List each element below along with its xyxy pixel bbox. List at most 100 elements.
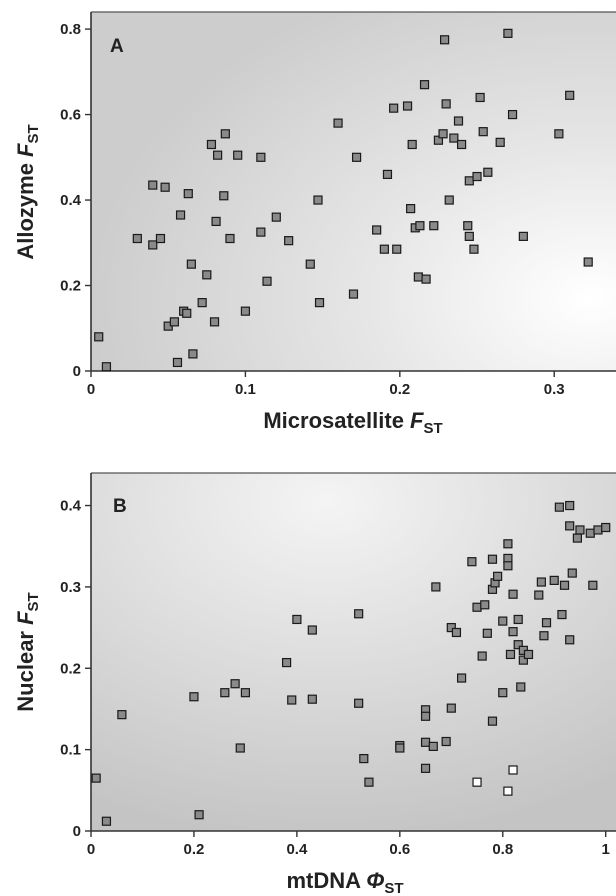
panel-b-point (240, 688, 251, 698)
panel-a-point (175, 210, 186, 220)
panel-b-point (194, 810, 204, 820)
panel-b-point (505, 649, 516, 660)
panel-b-x-tick-label: 0 (87, 841, 95, 858)
panel-a-point (475, 92, 485, 103)
panel-a-y-axis-title-main: Allozyme (13, 157, 38, 260)
panel-b-point (230, 679, 240, 689)
panel-a-point (583, 257, 593, 267)
panel-a-point (182, 308, 192, 318)
panel-a-point (148, 180, 158, 190)
panel-b-points (91, 500, 611, 826)
panel-a-ticks: 0 0.1 0.2 0.3 0 0.2 0.4 0.6 0.8 (60, 21, 565, 398)
panel-a-point (206, 139, 217, 150)
panel-a-label: A (110, 36, 124, 57)
panel-a-point (209, 317, 220, 327)
panel-b-point (307, 625, 317, 635)
panel-a-point (456, 139, 467, 150)
panel-b-point (588, 580, 598, 590)
panel-a-point (197, 298, 207, 308)
panel-b-point (572, 533, 582, 543)
panel-a-point (413, 272, 423, 282)
panel-b-point (516, 682, 526, 692)
panel-a-point (305, 259, 315, 269)
panel-a-x-tick-label: 0.1 (235, 381, 256, 398)
panel-a-y-tick-label: 0.6 (60, 107, 81, 124)
panel-b-point (567, 568, 577, 578)
panel-b-point (281, 657, 292, 668)
panel-a-x-tick-label: 0.2 (389, 381, 410, 398)
panel-b-point (91, 773, 101, 783)
panel-b-point (487, 716, 498, 726)
panel-a-x-axis-title-symbol: F (410, 408, 424, 433)
panel-a-point (94, 332, 104, 342)
panel-a-point (421, 274, 431, 284)
panel-a-point (169, 317, 179, 327)
panel-b-point (557, 609, 567, 620)
panel-a-point (271, 212, 281, 222)
panel-a-point (415, 221, 425, 231)
panel-b-ticks: 0 0.2 0.4 0.6 0.8 1 0 0.1 0.2 0.3 0.4 (60, 498, 610, 858)
panel-b-point (536, 577, 546, 587)
panel-b-x-tick-label: 0.6 (389, 841, 410, 858)
panel-b-point (477, 651, 487, 661)
panel-a-point (188, 349, 198, 359)
panel-b-point (354, 609, 364, 619)
panel-b-plot-area (91, 473, 616, 831)
panel-b-point (554, 502, 564, 512)
panel-b-point (428, 741, 438, 751)
panel-a-point (392, 244, 402, 254)
panel-a-point (183, 189, 193, 199)
panel-a-point (507, 109, 518, 120)
panel-b-point (467, 557, 477, 567)
panel-a-point (160, 182, 170, 192)
panel-a-y-tick-label: 0.2 (60, 278, 81, 295)
panel-a-y-tick-label: 0.4 (60, 192, 82, 209)
panel-a-x-tick-label: 0.3 (544, 381, 565, 398)
panel-b-point (508, 589, 518, 599)
panel-b-x-tick-label: 0.8 (492, 841, 513, 858)
panel-a-point (172, 357, 183, 368)
panel-b-point (513, 640, 523, 650)
panel-a-point (262, 276, 272, 286)
panel-a-point (202, 270, 212, 280)
panel-b-point (101, 816, 112, 826)
panel-a-point (469, 244, 479, 254)
panel-b-point (575, 525, 585, 535)
panel-a-chart: 0 0.1 0.2 0.3 0 0.2 0.4 0.6 0.8 A Microsatellite… (13, 11, 616, 437)
panel-a-point (565, 90, 575, 100)
panel-a-point (348, 289, 359, 299)
panel-a-point (429, 221, 439, 231)
panel-b-point (364, 777, 374, 787)
panel-b-point (287, 695, 297, 705)
panel-a-point (219, 191, 229, 201)
panel-b-y-tick-label: 0.2 (60, 660, 81, 677)
panel-b-point (523, 649, 534, 660)
panel-a-point (433, 135, 444, 145)
panel-a-point (379, 244, 389, 254)
panel-b-point (498, 688, 508, 698)
panel-a-point (314, 298, 325, 308)
panel-a-point (444, 195, 454, 205)
panel-b-point (420, 737, 431, 747)
panel-b-point (395, 743, 405, 753)
panel-a-y-axis-title: Allozyme FST (13, 124, 42, 259)
panel-a-points (94, 28, 593, 372)
panel-a-x-tick-label: 0 (87, 381, 95, 398)
panel-b-point (292, 614, 302, 625)
panel-a-point (478, 127, 488, 137)
panel-b-y-axis-title-sub: ST (25, 592, 42, 611)
panel-b-point (601, 522, 611, 533)
panel-a-point (256, 227, 266, 237)
panel-a-point (503, 28, 513, 38)
panel-b-hollow-point (472, 777, 482, 787)
panel-b-point (441, 736, 451, 747)
panel-b-point (446, 622, 456, 633)
panel-b-point (431, 582, 441, 592)
panel-b-y-axis-title: Nuclear FST (13, 592, 42, 711)
panel-a-point (382, 169, 393, 180)
panel-a-point (333, 118, 343, 128)
panel-b-x-tick-label: 0.2 (184, 841, 205, 858)
panel-a-x-axis-title-sub: ST (424, 420, 443, 437)
panel-a-x-axis-title-main: Microsatellite (263, 408, 410, 433)
panel-a-point (213, 150, 223, 160)
